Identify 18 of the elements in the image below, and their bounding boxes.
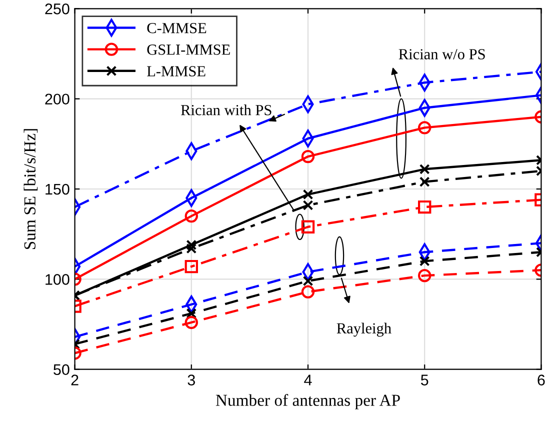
legend-label: GSLI-MMSE: [147, 44, 230, 55]
y-tick-label: 250: [45, 4, 70, 14]
legend-label: C-MMSE: [147, 22, 206, 34]
annotation: Rayleigh: [336, 322, 392, 337]
legend-label: L-MMSE: [147, 66, 206, 76]
y-tick-label: 150: [46, 184, 70, 195]
x-tick-label: 2: [71, 374, 78, 386]
y-axis-title: Sum SE [bit/s/Hz]: [24, 129, 38, 249]
x-tick-label: 5: [420, 374, 428, 386]
y-tick-label: 200: [45, 94, 70, 105]
x-axis-title: Number of antennas per AP: [216, 394, 400, 410]
x-tick-label: 3: [188, 374, 195, 386]
x-tick-label: 4: [304, 374, 312, 386]
annotation: Rician with PS: [180, 104, 272, 116]
annotation: Rician w/o PS: [398, 49, 485, 60]
x-tick-label: 6: [538, 374, 545, 386]
y-tick-label: 50: [54, 364, 70, 376]
y-tick-label: 100: [46, 274, 70, 285]
